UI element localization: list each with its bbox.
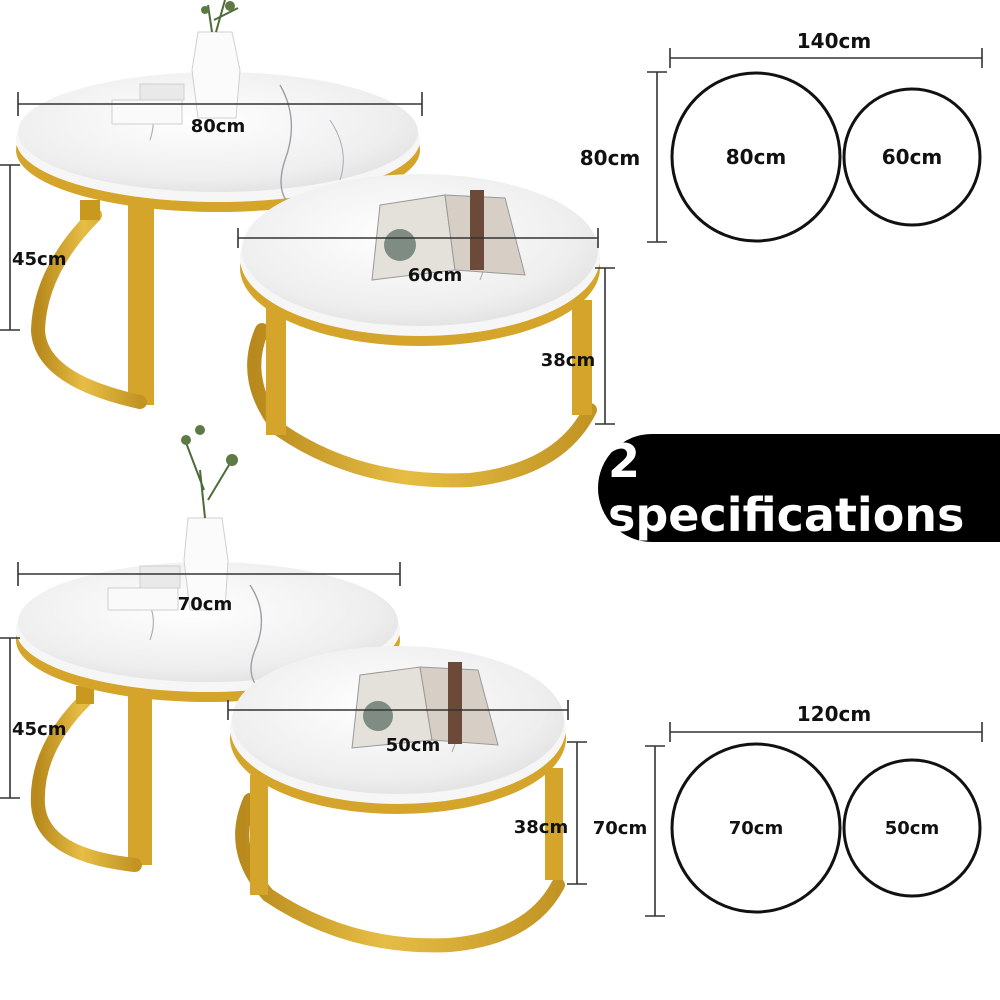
spec1-large-diameter-label: 80cm [191, 116, 245, 137]
spec2-small-height-label: 38cm [514, 817, 568, 838]
spec2-large-diameter-label: 70cm [178, 594, 232, 615]
spec2-plan-width-label: 120cm [797, 702, 871, 726]
spec2-plan-small-circle [842, 758, 982, 898]
spec2-magazine-decor [351, 662, 499, 749]
spec2-plan-large-label: 70cm [729, 818, 783, 839]
spec2-plan-small-label: 50cm [885, 818, 939, 839]
spec2-small-diameter-label: 50cm [386, 735, 440, 756]
spec2-plan-view: 120cm 70cm 70cm 50cm [593, 702, 983, 917]
spec1-magazine-decor [371, 190, 526, 281]
spec2-plan-depth-label: 70cm [593, 818, 647, 839]
spec2-plan-large-circle [670, 742, 842, 914]
spec1-large-table-frame [30, 200, 154, 409]
spec1-plan-small-label: 60cm [882, 145, 943, 169]
spec1-plan-width-label: 140cm [797, 29, 871, 53]
spec1-small-height-label: 38cm [541, 350, 595, 371]
spec1-small-table-frame [247, 300, 597, 488]
spec1-vase-decor [111, 0, 241, 125]
spec1-small-diameter-label: 60cm [408, 265, 462, 286]
specifications-badge-text: 2 specifications [608, 434, 965, 542]
spec2-large-table-frame [30, 686, 152, 872]
spec2-table-illustration [16, 425, 566, 953]
spec1-plan-large-circle [670, 71, 842, 243]
spec2-large-height-label: 45cm [12, 719, 66, 740]
spec1-large-height-label: 45cm [12, 249, 66, 270]
spec1-plan-view: 140cm 80cm 80cm 60cm [580, 29, 983, 243]
spec1-dimension-lines [0, 92, 615, 425]
specifications-badge: 2 specifications [598, 434, 1000, 542]
spec1-table-illustration [16, 0, 600, 488]
spec2-vase-decor [107, 425, 238, 611]
spec2-dimension-lines [0, 562, 587, 885]
spec1-plan-depth-label: 80cm [580, 146, 641, 170]
spec1-plan-small-circle [842, 87, 982, 227]
spec1-plan-large-label: 80cm [726, 145, 787, 169]
spec2-small-table-frame [235, 768, 565, 953]
